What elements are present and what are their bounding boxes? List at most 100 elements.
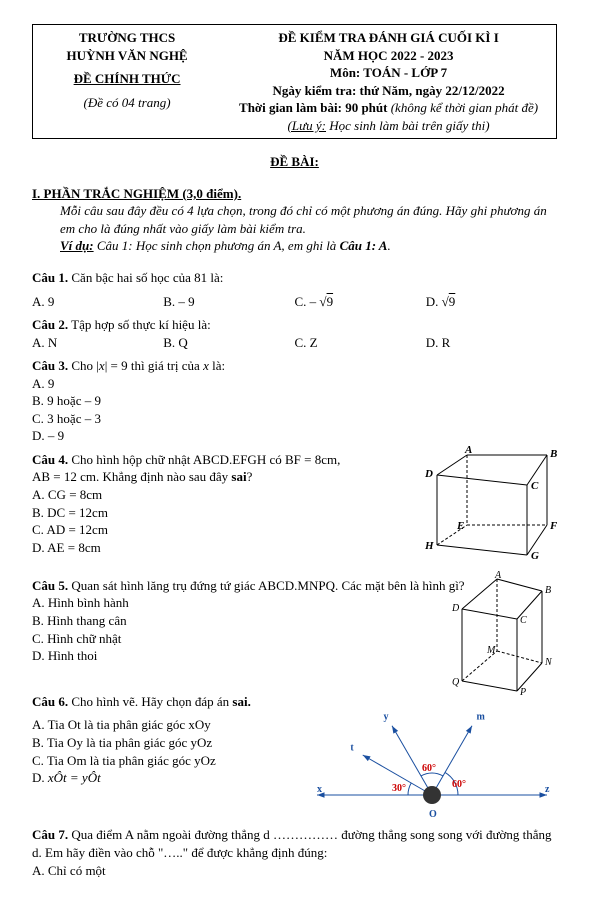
q1-text: Căn bậc hai số học của 81 là: xyxy=(68,270,223,285)
q6-d-pre: D. xyxy=(32,770,48,785)
svg-text:D: D xyxy=(424,468,433,480)
q6-text: Cho hình vẽ. Hãy chọn đáp án xyxy=(68,694,232,709)
exam-title-2: NĂM HỌC 2022 - 2023 xyxy=(227,47,550,65)
q2-label: Câu 2. xyxy=(32,317,68,332)
svg-text:B: B xyxy=(549,448,557,460)
q1-b: B. – 9 xyxy=(163,293,294,311)
q6-sai: sai. xyxy=(232,694,250,709)
svg-text:A: A xyxy=(464,445,472,456)
question-3: Câu 3. Cho |x| = 9 thì giá trị của x là: xyxy=(32,357,557,375)
q6-c: C. Tia Om là tia phân giác góc yOz xyxy=(32,752,307,770)
svg-text:B: B xyxy=(545,585,551,596)
exam-title-1: ĐỀ KIỂM TRA ĐÁNH GIÁ CUỐI KÌ I xyxy=(227,29,550,47)
q3-a: A. 9 xyxy=(32,375,557,393)
q5-label: Câu 5. xyxy=(32,578,68,593)
question-7: Câu 7. Qua điểm A nằm ngoài đường thẳng … xyxy=(32,826,557,861)
header-box: TRƯỜNG THCS HUỲNH VĂN NGHỆ ĐỀ CHÍNH THỨC… xyxy=(32,24,557,139)
svg-text:z: z xyxy=(545,784,550,795)
note-prefix: (Lưu ý: xyxy=(288,118,327,133)
q2-a: A. N xyxy=(32,334,163,352)
svg-text:Q: Q xyxy=(452,677,460,688)
q6-b: B. Tia Oy là tia phân giác góc yOz xyxy=(32,734,307,752)
school-line2: HUỲNH VĂN NGHỆ xyxy=(39,47,215,65)
q1-c: C. – √9 xyxy=(295,293,426,311)
q1-d-pre: D. xyxy=(426,294,442,309)
q1-label: Câu 1. xyxy=(32,270,68,285)
q4-qmark: ? xyxy=(247,469,253,484)
svg-text:G: G xyxy=(531,550,539,562)
q2-c: C. Z xyxy=(295,334,426,352)
q6-a: A. Tia Ot là tia phân giác góc xOy xyxy=(32,716,307,734)
q1-a: A. 9 xyxy=(32,293,163,311)
exam-date: Ngày kiểm tra: thứ Năm, ngày 22/12/2022 xyxy=(227,82,550,100)
q2-b: B. Q xyxy=(163,334,294,352)
q5-text: Quan sát hình lăng trụ đứng tứ giác ABCD… xyxy=(68,578,464,593)
q1-d: D. √9 xyxy=(426,293,557,311)
q3-c: C. 3 hoặc – 3 xyxy=(32,410,557,428)
svg-text:F: F xyxy=(549,520,557,532)
note-line: (Lưu ý: Học sinh làm bài trên giấy thi) xyxy=(227,117,550,135)
q3-b: B. 9 hoặc – 9 xyxy=(32,392,557,410)
q4-text1: Cho hình hộp chữ nhật ABCD.EFGH có BF = … xyxy=(68,452,340,467)
school-line1: TRƯỜNG THCS xyxy=(39,29,215,47)
svg-text:N: N xyxy=(544,657,553,668)
q3-pre: Cho | xyxy=(68,358,99,373)
q4-label: Câu 4. xyxy=(32,452,68,467)
pages-note: (Đề có 04 trang) xyxy=(39,94,215,112)
duration-prefix: Thời gian làm bài: 90 phút xyxy=(239,100,391,115)
de-bai-title: ĐỀ BÀI: xyxy=(32,153,557,171)
svg-text:A: A xyxy=(494,571,502,581)
q7-a: A. Chỉ có một xyxy=(32,862,557,880)
q4-text2: AB = 12 cm. Khẳng định nào sau đây xyxy=(32,469,231,484)
vidu-body-b: Câu 1: A xyxy=(340,238,388,253)
svg-text:60°: 60° xyxy=(422,763,436,774)
subject: Môn: TOÁN - LỚP 7 xyxy=(227,64,550,82)
q6-body: A. Tia Ot là tia phân giác góc xOy B. Ti… xyxy=(32,710,557,820)
q2-choices: A. N B. Q C. Z D. R xyxy=(32,334,557,352)
cube-figure: A B C D E F G H xyxy=(407,445,557,565)
q7-label: Câu 7. xyxy=(32,827,68,842)
q4-wrap: ABCDEFGH Câu 4. Cho hình hộp chữ nhật AB… xyxy=(32,451,557,571)
svg-text:C: C xyxy=(531,480,539,492)
example-line: Ví dụ: Câu 1: Học sinh chọn phương án A,… xyxy=(60,237,557,255)
svg-text:y: y xyxy=(384,712,389,723)
q1-choices: A. 9 B. – 9 C. – √9 D. √9 xyxy=(32,293,557,311)
svg-text:60°: 60° xyxy=(452,779,466,790)
official-label: ĐỀ CHÍNH THỨC xyxy=(39,70,215,88)
vidu-label: Ví dụ: xyxy=(60,238,94,253)
svg-text:E: E xyxy=(456,520,464,532)
q1-d-sqrt: 9 xyxy=(449,294,456,309)
svg-text:30°: 30° xyxy=(392,783,406,794)
svg-text:t: t xyxy=(350,743,354,754)
prism-figure: A B C D M N P Q xyxy=(442,571,557,701)
q1-c-pre: C. – xyxy=(295,294,320,309)
svg-text:x: x xyxy=(317,784,322,795)
q3-d: D. – 9 xyxy=(32,427,557,445)
svg-text:O: O xyxy=(429,809,437,820)
q6-label: Câu 6. xyxy=(32,694,68,709)
question-1: Câu 1. Căn bậc hai số học của 81 là: xyxy=(32,269,557,287)
svg-text:m: m xyxy=(477,712,486,723)
q3-label: Câu 3. xyxy=(32,358,68,373)
svg-text:C: C xyxy=(520,615,527,626)
svg-text:M: M xyxy=(486,645,496,656)
q2-text: Tập hợp số thực kí hiệu là: xyxy=(68,317,211,332)
duration: Thời gian làm bài: 90 phút (không kể thờ… xyxy=(227,99,550,117)
vidu-body-a: Câu 1: Học sinh chọn phương án A, em ghi… xyxy=(94,238,340,253)
svg-text:D: D xyxy=(451,603,460,614)
q5-wrap: ABCDMNPQ Câu 5. Quan sát hình lăng trụ đ… xyxy=(32,577,557,687)
svg-text:H: H xyxy=(424,540,434,552)
section-1-heading: I. PHẦN TRẮC NGHIỆM (3,0 điểm). xyxy=(32,186,241,201)
q3-post2: là: xyxy=(209,358,225,373)
q6-d: D. xÔt = yÔt xyxy=(32,769,307,787)
q6-d-eq: xÔt = yÔt xyxy=(48,770,101,785)
duration-note: (không kể thời gian phát đề) xyxy=(391,100,538,115)
svg-text:P: P xyxy=(519,687,526,698)
intro-paragraph: Mỗi câu sau đây đều có 4 lựa chọn, trong… xyxy=(60,202,557,237)
question-2: Câu 2. Tập hợp số thực kí hiệu là: xyxy=(32,316,557,334)
q2-d: D. R xyxy=(426,334,557,352)
angle-figure: x z t y m O 30° 60° 60° xyxy=(307,710,557,820)
q1-c-sqrt: 9 xyxy=(327,294,334,309)
vidu-body-c: . xyxy=(387,238,390,253)
q7-text: Qua điểm A nằm ngoài đường thẳng d ……………… xyxy=(32,827,552,860)
